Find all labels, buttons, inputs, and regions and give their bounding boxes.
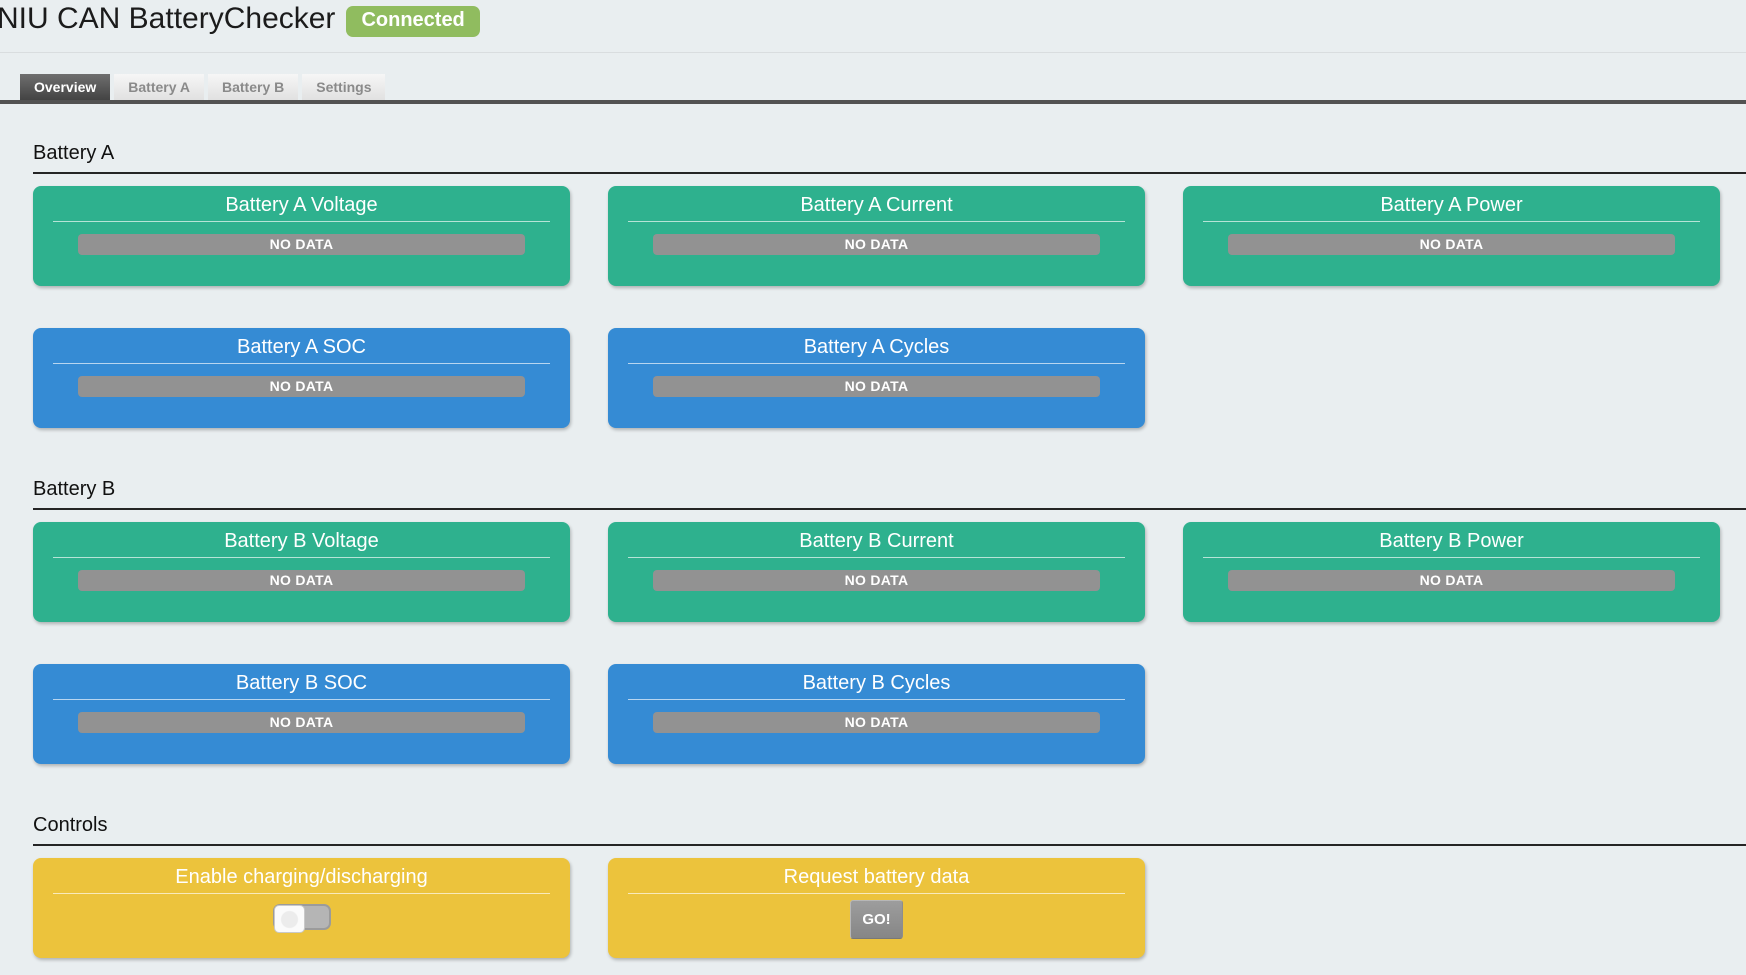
controls-row: Enable charging/discharging Request batt… bbox=[33, 858, 1720, 958]
section-rule-battery-b bbox=[33, 508, 1746, 510]
battery-a-voltage-value: NO DATA bbox=[78, 234, 525, 255]
card-title: Request battery data bbox=[783, 866, 970, 888]
app-title: NIU CAN BatteryChecker bbox=[0, 2, 336, 35]
card-title: Battery A Cycles bbox=[803, 336, 950, 358]
battery-b-voltage-card: Battery B Voltage NO DATA bbox=[33, 522, 570, 622]
tab-settings[interactable]: Settings bbox=[302, 74, 386, 100]
card-divider bbox=[53, 363, 550, 364]
card-divider bbox=[53, 699, 550, 700]
section-rule-battery-a bbox=[33, 172, 1746, 174]
section-heading-battery-a: Battery A bbox=[33, 142, 115, 164]
section-heading-controls: Controls bbox=[33, 814, 108, 836]
battery-a-voltage-card: Battery A Voltage NO DATA bbox=[33, 186, 570, 286]
battery-a-soc-value: NO DATA bbox=[78, 376, 525, 397]
card-divider bbox=[53, 221, 550, 222]
card-divider bbox=[628, 363, 1125, 364]
card-divider bbox=[628, 699, 1125, 700]
battery-a-current-card: Battery A Current NO DATA bbox=[608, 186, 1145, 286]
connection-status-badge: Connected bbox=[346, 6, 480, 37]
battery-b-cycles-card: Battery B Cycles NO DATA bbox=[608, 664, 1145, 764]
card-title: Battery B SOC bbox=[235, 672, 368, 694]
card-divider bbox=[53, 557, 550, 558]
battery-b-row-1: Battery B Voltage NO DATA Battery B Curr… bbox=[33, 522, 1720, 622]
card-title: Battery B Cycles bbox=[802, 672, 951, 694]
card-divider bbox=[1203, 557, 1700, 558]
battery-b-power-card: Battery B Power NO DATA bbox=[1183, 522, 1720, 622]
card-divider bbox=[628, 557, 1125, 558]
battery-a-cycles-value: NO DATA bbox=[653, 376, 1100, 397]
enable-charging-toggle[interactable] bbox=[272, 904, 331, 933]
battery-b-soc-card: Battery B SOC NO DATA bbox=[33, 664, 570, 764]
battery-b-power-value: NO DATA bbox=[1228, 570, 1675, 591]
battery-a-power-value: NO DATA bbox=[1228, 234, 1675, 255]
card-title: Battery A Power bbox=[1380, 194, 1523, 216]
battery-b-cycles-value: NO DATA bbox=[653, 712, 1100, 733]
battery-b-current-card: Battery B Current NO DATA bbox=[608, 522, 1145, 622]
tab-overview[interactable]: Overview bbox=[20, 74, 111, 100]
tab-battery-a[interactable]: Battery A bbox=[114, 74, 204, 100]
go-button[interactable]: GO! bbox=[850, 900, 903, 939]
battery-a-row-1: Battery A Voltage NO DATA Battery A Curr… bbox=[33, 186, 1720, 286]
battery-b-row-2: Battery B SOC NO DATA Battery B Cycles N… bbox=[33, 664, 1720, 764]
request-data-card: Request battery data GO! bbox=[608, 858, 1145, 958]
battery-a-current-value: NO DATA bbox=[653, 234, 1100, 255]
card-title: Battery B Current bbox=[799, 530, 954, 552]
card-title: Battery A Current bbox=[800, 194, 953, 216]
card-divider bbox=[53, 893, 550, 894]
card-title: Enable charging/discharging bbox=[175, 866, 428, 888]
card-title: Battery A Voltage bbox=[225, 194, 378, 216]
tab-battery-b[interactable]: Battery B bbox=[208, 74, 299, 100]
battery-a-cycles-card: Battery A Cycles NO DATA bbox=[608, 328, 1145, 428]
battery-a-row-2: Battery A SOC NO DATA Battery A Cycles N… bbox=[33, 328, 1720, 428]
battery-a-soc-card: Battery A SOC NO DATA bbox=[33, 328, 570, 428]
battery-b-voltage-value: NO DATA bbox=[78, 570, 525, 591]
card-title: Battery B Power bbox=[1379, 530, 1524, 552]
section-heading-battery-b: Battery B bbox=[33, 478, 116, 500]
card-divider bbox=[1203, 221, 1700, 222]
tab-bar: Overview Battery A Battery B Settings bbox=[0, 74, 1746, 104]
app-header: NIU CAN BatteryChecker Connected bbox=[0, 0, 1746, 53]
battery-b-soc-value: NO DATA bbox=[78, 712, 525, 733]
battery-a-power-card: Battery A Power NO DATA bbox=[1183, 186, 1720, 286]
enable-charging-card: Enable charging/discharging bbox=[33, 858, 570, 958]
card-title: Battery B Voltage bbox=[224, 530, 379, 552]
card-divider bbox=[628, 893, 1125, 894]
card-divider bbox=[628, 221, 1125, 222]
card-title: Battery A SOC bbox=[237, 336, 366, 358]
toggle-knob bbox=[273, 905, 305, 933]
battery-b-current-value: NO DATA bbox=[653, 570, 1100, 591]
section-rule-controls bbox=[33, 844, 1746, 846]
